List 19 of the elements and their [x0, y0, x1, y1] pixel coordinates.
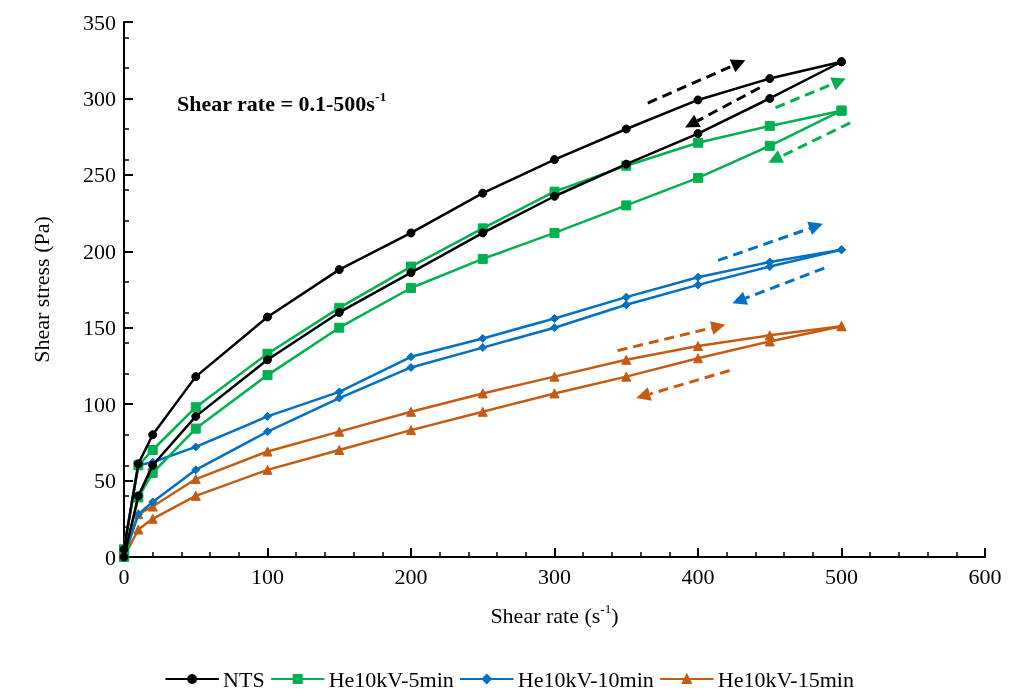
y-tick-label: 200 [83, 238, 116, 264]
x-tick-label: 300 [538, 563, 571, 589]
y-tick-label: 300 [83, 85, 116, 111]
y-tick-label: 100 [83, 391, 116, 417]
x-tick-label: 100 [251, 563, 284, 589]
y-tick-label: 250 [83, 162, 116, 188]
legend-label: He10kV-10min [517, 666, 654, 692]
x-tick-label: 200 [394, 563, 428, 589]
y-tick-label: 0 [105, 544, 116, 570]
y-axis-title: Shear stress (Pa) [28, 216, 54, 363]
x-tick-label: 500 [825, 563, 858, 589]
legend-label: He10kV-15min [717, 666, 854, 692]
legend-label: NTS [223, 666, 265, 692]
x-tick-label: 400 [681, 563, 715, 589]
y-tick-label: 150 [83, 315, 116, 341]
y-tick-label: 350 [83, 9, 116, 35]
y-tick-label: 50 [94, 468, 116, 494]
legend-label: He10kV-5min [328, 666, 454, 692]
x-tick-label: 600 [968, 563, 1002, 589]
